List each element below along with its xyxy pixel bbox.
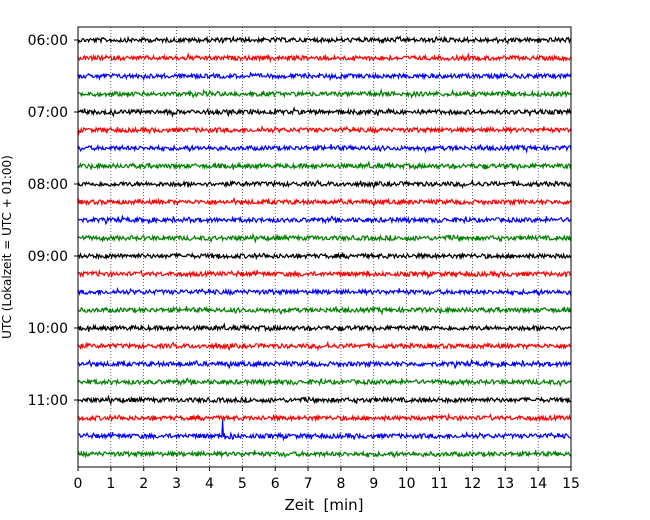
trace-0645 [77, 88, 572, 99]
y-tick-label: 10:00 [28, 321, 68, 337]
trace-0845 [77, 232, 572, 244]
x-tick-label: 9 [369, 476, 378, 492]
x-tick-label: 15 [562, 476, 580, 492]
trace-0715 [77, 125, 572, 136]
x-tick-label: 1 [106, 476, 115, 492]
y-tick-label: 11:00 [28, 393, 68, 409]
trace-0700 [77, 106, 572, 119]
x-tick-label: 8 [336, 476, 345, 492]
trace-1015 [77, 340, 572, 352]
trace-0815 [77, 197, 572, 208]
trace-1115 [77, 412, 572, 423]
x-tick-label: 5 [238, 476, 247, 492]
trace-0945 [77, 305, 572, 316]
plot-frame [77, 26, 572, 468]
x-tick-label: 10 [398, 476, 416, 492]
y-tick-label: 07:00 [28, 105, 68, 121]
trace-0600 [77, 35, 572, 46]
trace-0915 [77, 268, 572, 280]
trace-1100 [77, 394, 572, 406]
y-tick-label: 09:00 [28, 249, 68, 265]
trace-group [77, 35, 572, 459]
y-axis-label: UTC (Lokalzeit = UTC + 01:00) [0, 155, 14, 339]
x-tick-label: 12 [463, 476, 481, 492]
y-tick-label: 08:00 [28, 177, 68, 193]
y-tick-label: 06:00 [28, 33, 68, 49]
y-axis-ticks: 06:00 07:00 08:00 09:00 10:00 11:00 [28, 33, 78, 409]
trace-1030 [77, 358, 572, 370]
trace-0900 [77, 251, 572, 261]
trace-0615 [77, 52, 572, 64]
trace-0830 [77, 214, 572, 226]
trace-1130 [77, 419, 572, 442]
x-tick-label: 13 [496, 476, 514, 492]
trace-0930 [77, 287, 572, 297]
x-axis-label: Zeit [min] [284, 496, 363, 514]
x-tick-label: 4 [205, 476, 214, 492]
trace-0745 [77, 160, 572, 172]
x-tick-label: 7 [304, 476, 313, 492]
trace-0800 [77, 178, 572, 190]
x-tick-label: 0 [74, 476, 83, 492]
x-tick-label: 14 [529, 476, 547, 492]
trace-1145 [77, 449, 572, 459]
x-tick-label: 6 [271, 476, 280, 492]
grid-lines [110, 27, 539, 467]
x-tick-label: 2 [139, 476, 148, 492]
x-tick-label: 3 [172, 476, 181, 492]
x-tick-label: 11 [431, 476, 449, 492]
trace-0730 [77, 143, 572, 154]
trace-1045 [77, 377, 572, 388]
trace-0630 [77, 71, 572, 82]
trace-1000 [77, 322, 572, 334]
x-axis-ticks: 0 1 2 3 4 5 6 7 8 9 10 11 12 13 14 15 [74, 467, 580, 492]
